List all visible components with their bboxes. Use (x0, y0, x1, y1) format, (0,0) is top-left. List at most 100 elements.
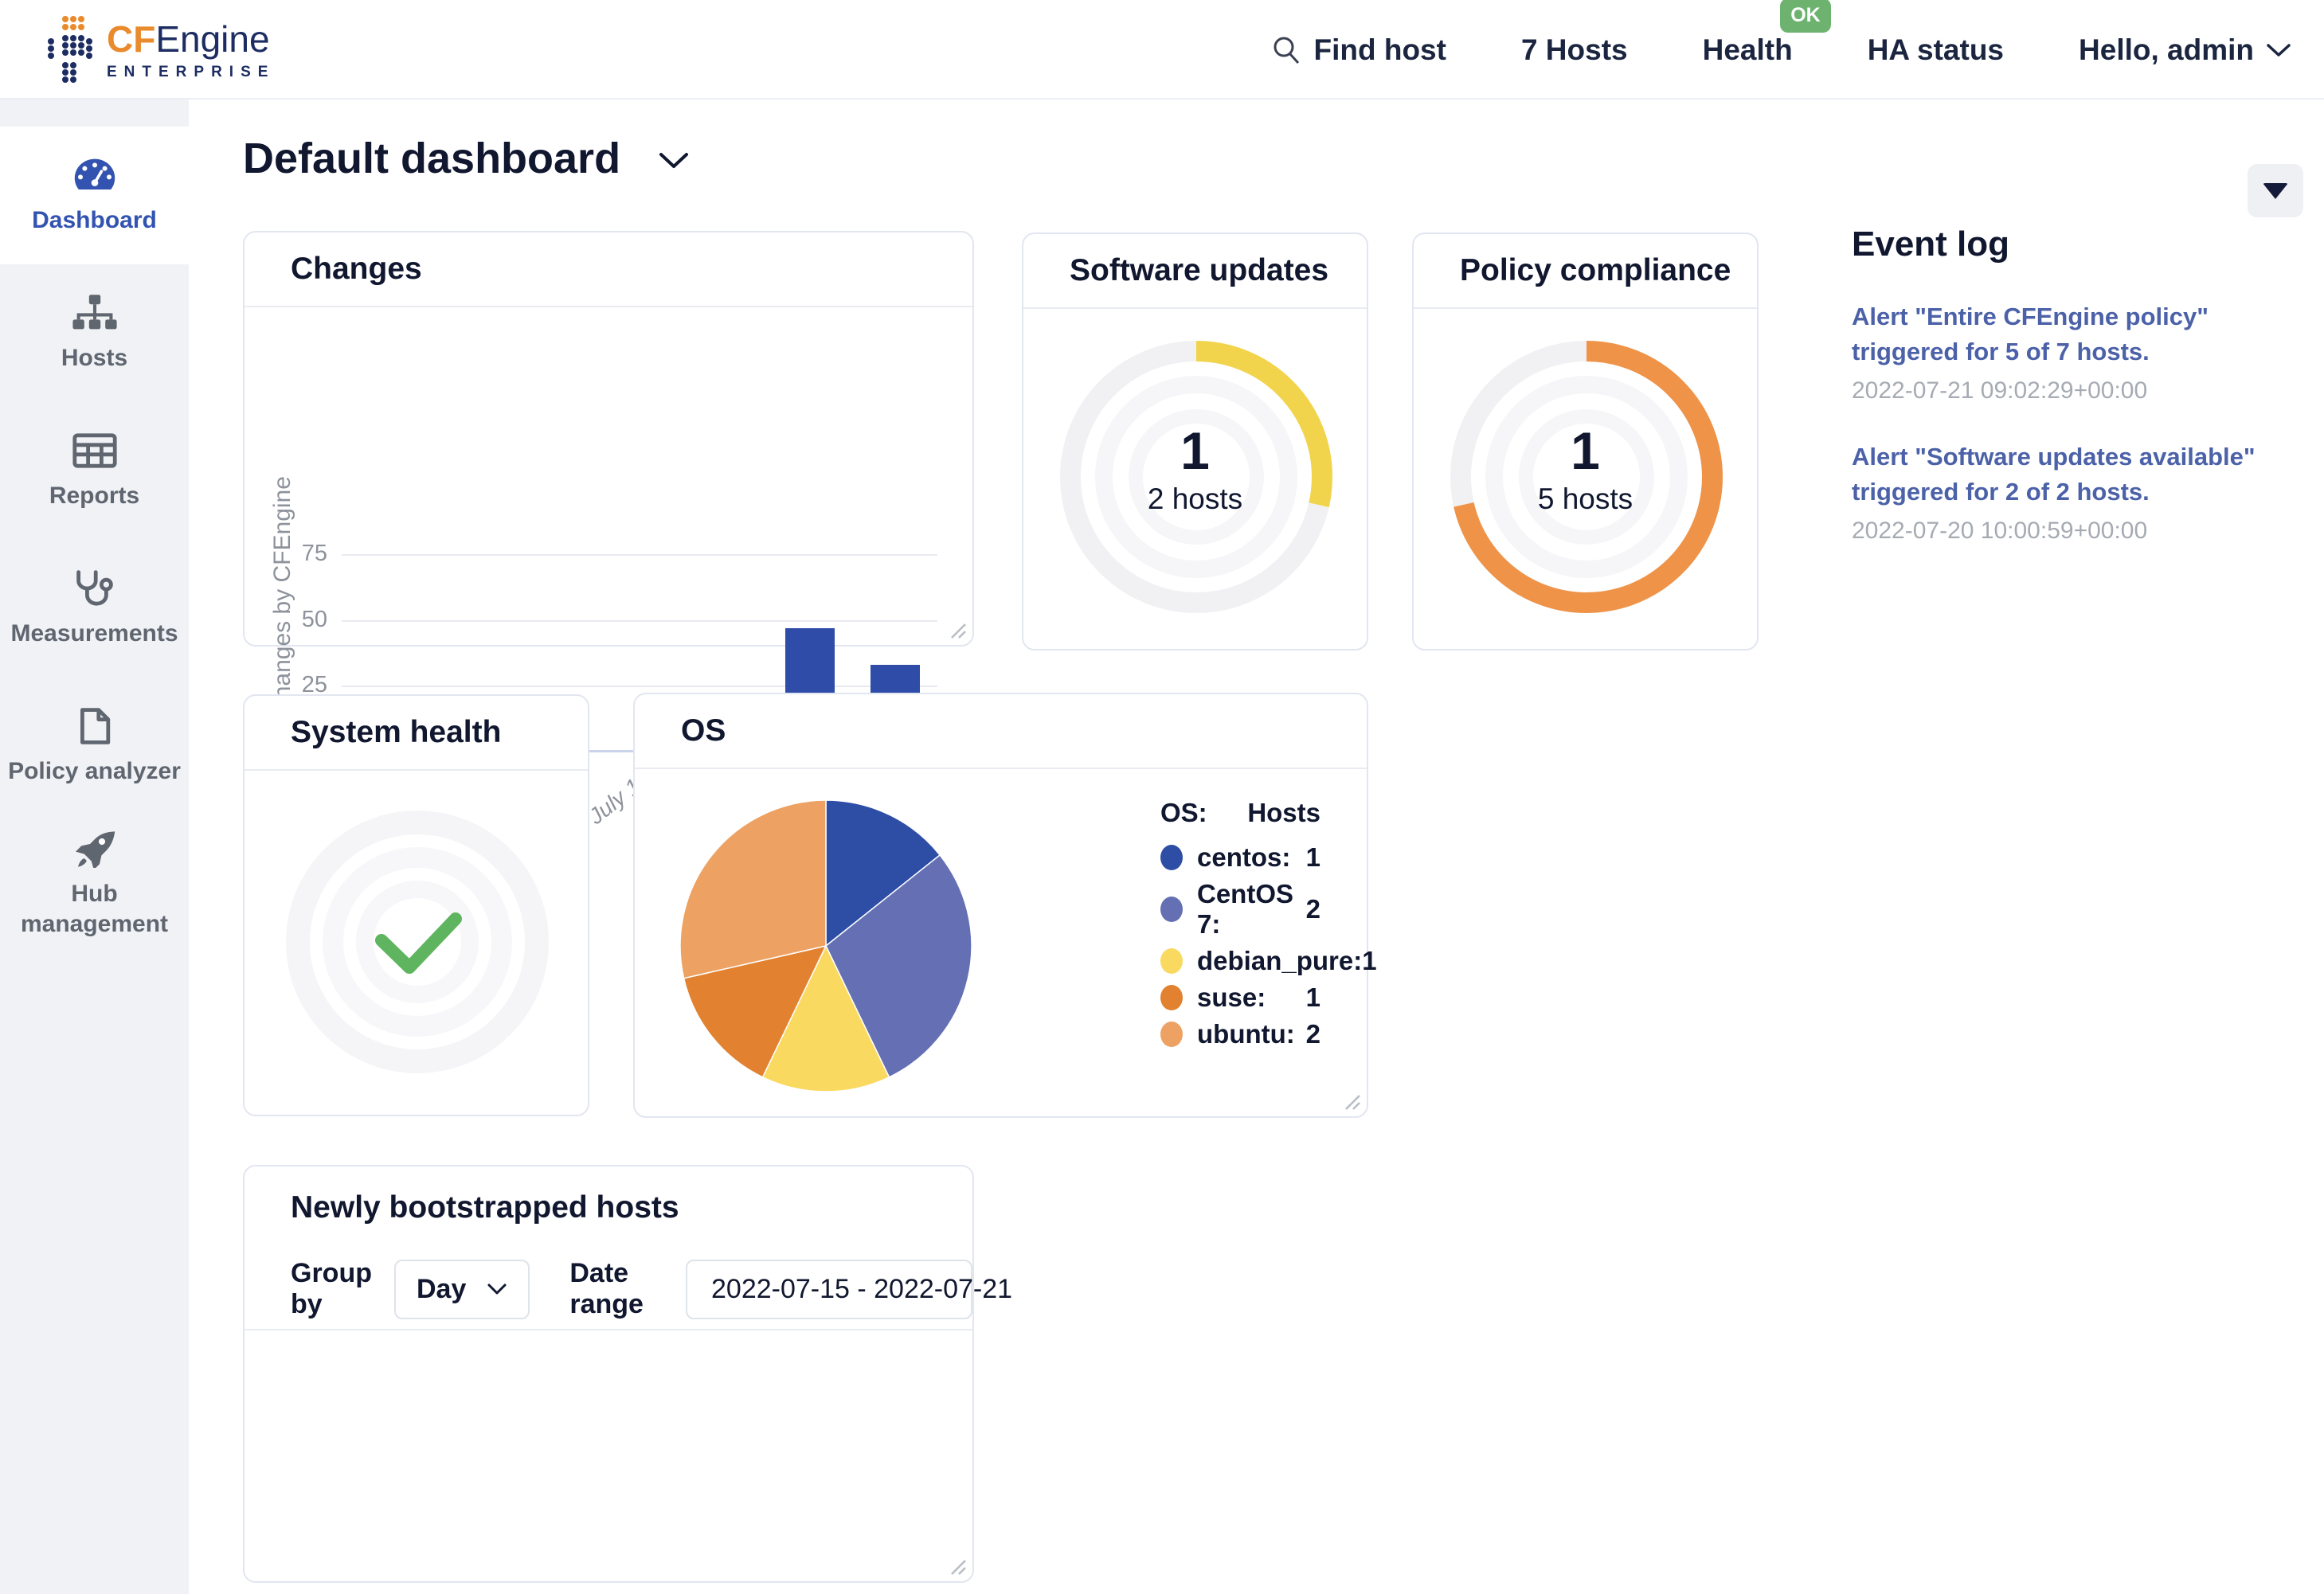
software-updates-header: Software updates (1023, 234, 1367, 309)
sidebar-label-reports: Reports (49, 482, 140, 509)
os-legend-row: suse: 1 (1160, 983, 1320, 1013)
system-health-card: System health (243, 694, 589, 1116)
event-log-timestamp: 2022-07-21 09:02:29+00:00 (1852, 377, 2148, 404)
sitemap-icon (72, 294, 117, 330)
user-menu-label: Hello, admin (2079, 33, 2254, 66)
resize-handle-icon[interactable] (944, 1553, 966, 1575)
table-icon (72, 433, 117, 468)
resize-handle-icon[interactable] (1338, 1088, 1360, 1110)
event-log-link[interactable]: Alert "Entire CFEngine policy" triggered… (1852, 303, 2209, 366)
gridline (342, 686, 937, 688)
os-legend-row: CentOS 7: 2 (1160, 879, 1320, 940)
legend-dot-icon (1160, 897, 1183, 922)
event-log-timestamp: 2022-07-20 10:00:59+00:00 (1852, 518, 2148, 545)
sidebar-item-hub-management[interactable]: Hub management (0, 815, 189, 953)
cfengine-logo-icon (48, 16, 92, 83)
changes-card-header: Changes (245, 232, 972, 307)
brand-cf: CF (107, 18, 156, 60)
os-legend-value: 1 (1362, 946, 1377, 975)
top-navigation: Find host 7 Hosts Health OK HA status He… (1270, 0, 2292, 100)
software-updates-alert-count: 1 (1180, 421, 1210, 480)
nav-health[interactable]: Health OK (1703, 0, 1831, 67)
top-header: CFEngine ENTERPRISE Find host 7 Hosts He… (0, 0, 2324, 100)
os-legend-row: centos: 1 (1160, 842, 1320, 873)
dashboard-select-chevron-icon[interactable] (657, 150, 691, 175)
sidebar-item-policy-analyzer[interactable]: Policy analyzer (0, 678, 189, 815)
user-menu[interactable]: Hello, admin (2079, 33, 2292, 67)
event-log: Event log Alert "Entire CFEngine policy"… (1852, 225, 2307, 545)
software-updates-hosts-label: 2 hosts (1147, 482, 1243, 515)
pie-slice-suse (683, 944, 827, 1078)
os-legend-row: debian_pure: 1 (1160, 946, 1377, 976)
sidebar-item-dashboard[interactable]: Dashboard (0, 127, 189, 264)
event-log-title: Event log (1852, 225, 2010, 264)
sidebar-item-measurements[interactable]: Measurements (0, 540, 189, 678)
os-legend: OS: Hosts centos: 1 CentOS 7: 2 debian_pure:… (1160, 798, 1377, 1056)
os-legend-name: centos: (1197, 842, 1291, 872)
policy-compliance-alert-count: 1 (1571, 421, 1600, 480)
brand-subtitle: ENTERPRISE (107, 64, 276, 80)
os-legend-row: ubuntu: 2 (1160, 1019, 1320, 1049)
policy-compliance-donut-chart (1450, 341, 1723, 613)
page-title-row: Default dashboard (243, 134, 691, 183)
group-by-value: Day (416, 1273, 467, 1304)
legend-dot-icon (1160, 845, 1183, 870)
page-title: Default dashboard (243, 135, 621, 182)
nav-ha-status[interactable]: HA status (1868, 33, 2004, 67)
os-card-title: OS (681, 713, 726, 748)
gridline (342, 554, 937, 556)
check-icon (375, 912, 462, 974)
bootstrapped-title: Newly bootstrapped hosts (291, 1190, 679, 1225)
cfengine-logo[interactable]: CFEngine ENTERPRISE (46, 14, 275, 84)
y-tick-label: 75 (301, 541, 327, 566)
dashboard-gauge-icon (74, 158, 115, 189)
sidebar-item-reports[interactable]: Reports (0, 402, 189, 540)
os-legend-value: 2 (1305, 1019, 1320, 1049)
sidebar-label-hosts: Hosts (61, 344, 128, 371)
health-ok-badge: OK (1780, 0, 1831, 33)
os-legend-name: ubuntu: (1197, 1019, 1295, 1049)
find-host-search[interactable]: Find host (1270, 33, 1446, 67)
policy-compliance-card: Policy compliance 1 5 hosts (1412, 232, 1759, 650)
group-by-select[interactable]: Day (393, 1259, 530, 1319)
event-log-link[interactable]: Alert "Software updates available" trigg… (1852, 443, 2256, 506)
event-log-entry: Alert "Software updates available" trigg… (1852, 440, 2307, 545)
legend-dot-icon (1160, 1022, 1183, 1047)
os-legend-header: OS: (1160, 798, 1207, 827)
widgets-dropdown-button[interactable] (2248, 164, 2303, 217)
event-log-entry: Alert "Entire CFEngine policy" triggered… (1852, 299, 2307, 404)
system-health-rings (286, 811, 549, 1073)
sidebar-item-hosts[interactable]: Hosts (0, 264, 189, 402)
policy-compliance-donut: 1 5 hosts (1414, 309, 1757, 650)
stethoscope-icon (76, 569, 113, 606)
brand-engine: Engine (155, 18, 270, 60)
date-range-input[interactable]: 2022-07-15 - 2022-07-21 (686, 1259, 1012, 1319)
os-legend-value: 2 (1305, 894, 1320, 924)
os-legend-value: 1 (1305, 983, 1320, 1012)
search-icon (1270, 34, 1302, 66)
bootstrapped-controls: Group by Day Date range 2022-07-15 - 202… (245, 1249, 1012, 1330)
group-by-label: Group by (291, 1258, 372, 1319)
triangle-down-icon (2263, 182, 2288, 199)
os-legend-name: debian_pure: (1197, 946, 1363, 975)
chevron-down-icon (487, 1283, 507, 1294)
brand-text: CFEngine ENTERPRISE (107, 18, 275, 81)
resize-handle-icon[interactable] (944, 616, 966, 639)
gridline (342, 619, 937, 622)
system-health-header: System health (245, 696, 588, 771)
hosts-count-label: 7 Hosts (1520, 33, 1628, 66)
nav-hosts-count[interactable]: 7 Hosts (1521, 33, 1628, 67)
os-legend-hosts-header: Hosts (1247, 798, 1320, 827)
os-card-body: OS: Hosts centos: 1 CentOS 7: 2 debian_pure:… (635, 769, 1377, 1118)
pie-slice-centos (825, 799, 941, 947)
sidebar: Dashboard Hosts Reports (0, 100, 189, 1594)
software-updates-card: Software updates 1 2 hosts (1022, 232, 1368, 650)
sidebar-label-measurements: Measurements (10, 619, 178, 647)
os-card-header: OS (635, 694, 1367, 769)
policy-compliance-hosts-label: 5 hosts (1537, 482, 1633, 515)
legend-dot-icon (1160, 985, 1183, 1010)
os-card: OS OS: Hosts centos: 1 CentOS 7: 2 debian_pu… (633, 693, 1377, 1118)
ha-status-label: HA status (1867, 33, 2005, 66)
chevron-down-icon (2265, 41, 2292, 59)
